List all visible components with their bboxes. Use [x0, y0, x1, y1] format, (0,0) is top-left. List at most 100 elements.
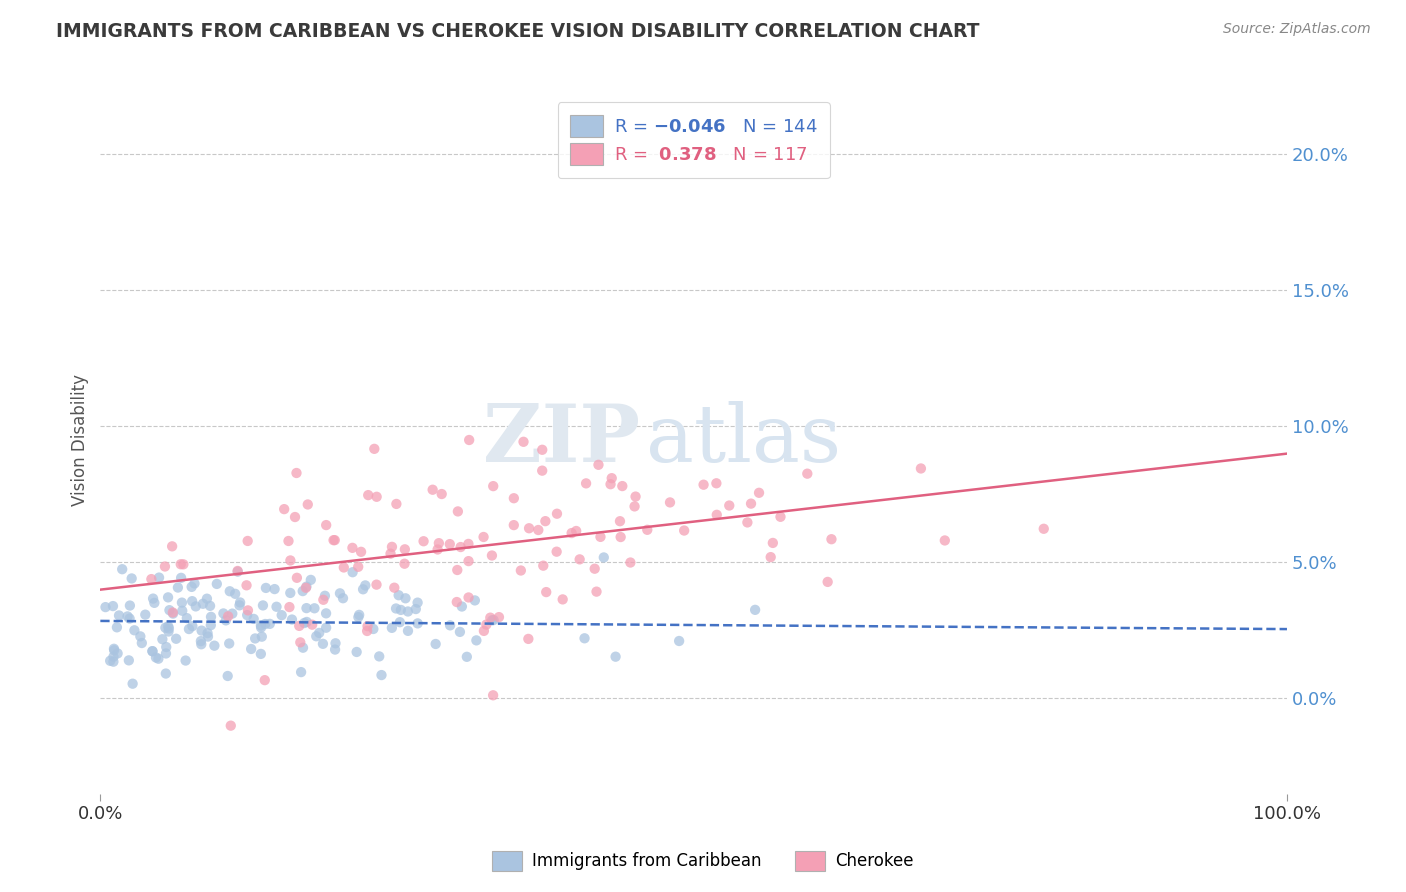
- Point: [759, 550, 782, 565]
- Point: [218, 584, 240, 599]
- Point: [458, 433, 481, 447]
- Point: [363, 622, 385, 636]
- Point: [624, 490, 647, 504]
- Point: [479, 610, 502, 624]
- Point: [98, 654, 121, 668]
- Point: [304, 601, 326, 615]
- Point: [219, 719, 242, 733]
- Point: [242, 612, 264, 626]
- Point: [277, 533, 299, 548]
- Point: [394, 591, 416, 606]
- Point: [329, 586, 352, 600]
- Point: [817, 574, 839, 589]
- Point: [673, 524, 696, 538]
- Point: [488, 610, 510, 624]
- Point: [706, 508, 728, 522]
- Point: [315, 621, 337, 635]
- Point: [308, 626, 330, 640]
- Point: [250, 618, 273, 632]
- Point: [155, 621, 177, 635]
- Point: [292, 615, 315, 630]
- Point: [531, 558, 554, 573]
- Point: [412, 534, 434, 549]
- Text: Source: ZipAtlas.com: Source: ZipAtlas.com: [1223, 22, 1371, 37]
- Point: [250, 620, 273, 634]
- Point: [212, 607, 235, 621]
- Point: [748, 485, 770, 500]
- Point: [396, 624, 419, 638]
- Point: [285, 571, 308, 585]
- Point: [427, 536, 450, 550]
- Point: [636, 523, 658, 537]
- Point: [737, 516, 759, 530]
- Point: [253, 673, 276, 688]
- Point: [450, 540, 472, 554]
- Point: [236, 603, 259, 617]
- Point: [692, 477, 714, 491]
- Point: [482, 479, 505, 493]
- Point: [762, 536, 785, 550]
- Point: [531, 464, 554, 478]
- Point: [333, 560, 356, 574]
- Point: [295, 580, 318, 594]
- Point: [292, 640, 315, 655]
- Point: [744, 603, 766, 617]
- Text: IMMIGRANTS FROM CARIBBEAN VS CHEROKEE VISION DISABILITY CORRELATION CHART: IMMIGRANTS FROM CARIBBEAN VS CHEROKEE VI…: [56, 22, 980, 41]
- Point: [124, 624, 146, 638]
- Point: [198, 599, 221, 613]
- Point: [588, 458, 610, 472]
- Point: [446, 563, 468, 577]
- Point: [172, 558, 194, 572]
- Point: [295, 581, 318, 595]
- Point: [583, 562, 606, 576]
- Point: [290, 665, 312, 679]
- Point: [354, 578, 377, 592]
- Point: [366, 577, 388, 591]
- Point: [295, 601, 318, 615]
- Point: [389, 603, 412, 617]
- Point: [157, 591, 180, 605]
- Point: [155, 647, 177, 661]
- Point: [406, 616, 429, 631]
- Point: [254, 581, 277, 595]
- Point: [534, 585, 557, 599]
- Point: [796, 467, 818, 481]
- Point: [706, 476, 728, 491]
- Point: [315, 518, 337, 533]
- Point: [273, 502, 295, 516]
- Point: [527, 523, 550, 537]
- Point: [546, 544, 568, 558]
- Point: [394, 557, 416, 571]
- Point: [352, 582, 374, 597]
- Point: [197, 630, 219, 644]
- Point: [464, 593, 486, 607]
- Point: [148, 651, 170, 665]
- Point: [592, 550, 614, 565]
- Point: [475, 617, 498, 632]
- Point: [107, 647, 129, 661]
- Point: [305, 629, 328, 643]
- Point: [457, 537, 479, 551]
- Point: [200, 610, 222, 624]
- Point: [820, 532, 842, 546]
- Point: [659, 495, 682, 509]
- Point: [347, 610, 370, 624]
- Point: [190, 637, 212, 651]
- Point: [322, 533, 344, 548]
- Point: [599, 477, 621, 491]
- Point: [934, 533, 956, 548]
- Point: [145, 650, 167, 665]
- Point: [363, 442, 385, 456]
- Point: [551, 592, 574, 607]
- Point: [176, 611, 198, 625]
- Point: [111, 562, 134, 576]
- Point: [370, 668, 392, 682]
- Point: [159, 603, 181, 617]
- Point: [295, 615, 318, 629]
- Legend: R = $\mathbf{-0.046}$   N = 144, R =  $\mathbf{0.378}$   N = 117: R = $\mathbf{-0.046}$ N = 144, R = $\mat…: [558, 103, 830, 178]
- Point: [143, 596, 166, 610]
- Point: [259, 616, 281, 631]
- Point: [226, 564, 249, 578]
- Point: [356, 619, 378, 633]
- Point: [280, 553, 302, 567]
